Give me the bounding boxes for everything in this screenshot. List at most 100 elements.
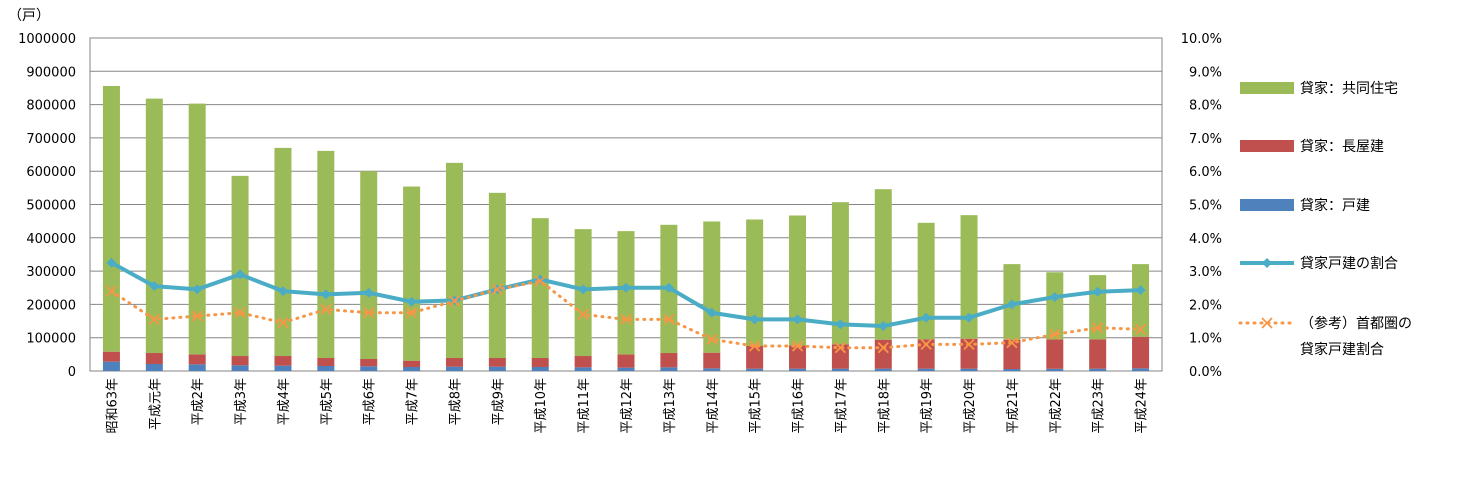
bar-segment [1132, 368, 1150, 371]
bar-segment [403, 367, 421, 371]
x-marker [320, 303, 332, 316]
right-tick-label: 8.0% [1189, 99, 1222, 114]
right-tick-label: 4.0% [1189, 232, 1222, 247]
bar-segment [831, 202, 849, 345]
left-tick-label: 0 [68, 365, 76, 380]
category-label: 平成14年 [706, 378, 721, 434]
left-tick-label: 100000 [26, 332, 76, 347]
category-label: 昭和63年 [105, 378, 120, 434]
bar-segment [445, 358, 463, 367]
bar-segment [102, 361, 120, 371]
bar-segment [703, 352, 721, 369]
category-label: 平成11年 [577, 378, 592, 434]
diamond-marker [106, 257, 117, 268]
category-label: 平成13年 [663, 378, 678, 434]
right-tick-label: 5.0% [1189, 199, 1222, 214]
category-label: 平成17年 [834, 378, 849, 434]
bar-segment [660, 367, 678, 371]
left-tick-label: 800000 [26, 99, 76, 114]
bar-segment [960, 338, 978, 369]
category-label: 平成22年 [1049, 378, 1064, 434]
x-marker [963, 338, 975, 350]
x-marker [791, 340, 804, 352]
x-marker [105, 285, 118, 297]
right-tick-label: 7.0% [1189, 132, 1222, 147]
legend-label: 貸家戸建割合 [1300, 341, 1384, 358]
legend-swatch [1240, 140, 1294, 152]
bar-segment [574, 367, 592, 371]
x-marker [363, 307, 375, 319]
category-label: 平成10年 [534, 378, 549, 434]
bar-segment [874, 339, 892, 369]
x-marker [877, 342, 889, 354]
x-marker [920, 338, 932, 350]
bar-segment [1046, 272, 1064, 340]
bar-segment [617, 367, 635, 371]
bar-segment [317, 150, 335, 359]
left-tick-label: 200000 [26, 298, 76, 313]
diamond-marker [964, 312, 975, 323]
diamond-marker [578, 284, 589, 295]
diamond-marker [235, 269, 246, 280]
x-marker [191, 310, 203, 322]
diamond-marker [320, 289, 331, 300]
bar-segment [1003, 369, 1021, 371]
bar-segment [917, 222, 935, 340]
legend-label: （参考）首都圏の [1300, 315, 1412, 332]
bar-segment [960, 215, 978, 339]
bar-segment [789, 215, 807, 346]
bar-segment [831, 368, 849, 371]
category-label: 平成7年 [406, 378, 421, 425]
x-marker [448, 295, 461, 307]
x-marker [491, 283, 503, 296]
bar-segment [360, 366, 378, 371]
lines [105, 257, 1147, 354]
diamond-marker [749, 314, 760, 325]
bar-segment [703, 221, 721, 353]
right-tick-label: 10.0% [1181, 32, 1222, 47]
right-tick-label: 2.0% [1189, 298, 1222, 313]
category-label: 平成21年 [1006, 378, 1021, 434]
category-label: 平成5年 [320, 378, 335, 425]
bar-segment [1089, 339, 1107, 369]
bar-segment [317, 366, 335, 371]
bar-segment [917, 339, 935, 369]
x-marker [706, 333, 718, 346]
bar-segment [488, 358, 506, 367]
bar-segment [403, 186, 421, 361]
bar-segment [703, 368, 721, 371]
diamond-marker [921, 312, 932, 323]
category-label: 平成8年 [448, 378, 463, 425]
diamond-marker [1092, 286, 1103, 297]
bar-segment [231, 365, 249, 371]
bar-segment [831, 344, 849, 369]
bar-segment [145, 98, 163, 354]
bar-segment [617, 354, 635, 368]
bar-segment [746, 346, 764, 369]
bar-segment [874, 189, 892, 340]
diamond-marker [363, 287, 374, 298]
x-marker [405, 307, 418, 319]
bar-segment [789, 368, 807, 371]
bar-segment [1046, 339, 1064, 369]
category-label: 平成12年 [620, 378, 635, 434]
bar-segment [531, 218, 549, 359]
x-marker [234, 307, 246, 319]
category-label: 平成3年 [234, 378, 249, 425]
bar-segment [1046, 368, 1064, 371]
bar-segment [1003, 339, 1021, 370]
left-tick-label: 600000 [26, 165, 76, 180]
right-tick-label: 1.0% [1189, 332, 1222, 347]
x-marker [534, 275, 546, 287]
x-marker [1006, 337, 1018, 349]
bar-segment [231, 356, 249, 366]
x-marker [1049, 328, 1061, 341]
legend-label: 貸家戸建の割合 [1300, 255, 1398, 272]
x-marker [277, 317, 289, 329]
bar-segment [1089, 368, 1107, 371]
bar-segment [145, 364, 163, 371]
bar-segment [102, 351, 120, 362]
category-label: 平成15年 [749, 378, 764, 434]
